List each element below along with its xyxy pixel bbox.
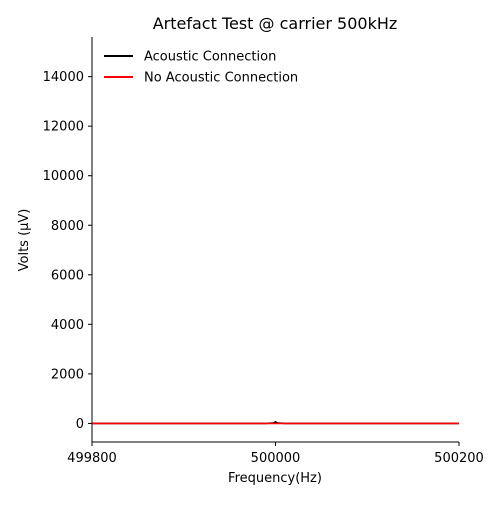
y-axis-ticks: 0 2000 4000 6000 8000 10000 12000 14000 <box>43 70 92 432</box>
legend-label-2: No Acoustic Connection <box>144 71 298 86</box>
y-tick-label: 2000 <box>51 367 84 382</box>
x-tick-label: 500200 <box>434 451 484 466</box>
x-axis-ticks: 499800 500000 500200 <box>67 442 484 466</box>
y-tick-label: 8000 <box>51 219 84 234</box>
y-tick-label: 12000 <box>43 120 84 135</box>
y-tick-label: 0 <box>76 417 84 432</box>
x-axis-label: Frequency(Hz) <box>228 471 322 486</box>
y-axis-label: Volts (µV) <box>17 209 32 272</box>
y-tick-label: 6000 <box>51 268 84 283</box>
y-tick-label: 14000 <box>43 70 84 85</box>
x-tick-label: 499800 <box>67 451 117 466</box>
chart-title: Artefact Test @ carrier 500kHz <box>153 14 398 33</box>
axes <box>92 37 459 442</box>
y-tick-label: 10000 <box>43 169 84 184</box>
y-tick-label: 4000 <box>51 318 84 333</box>
legend-label-1: Acoustic Connection <box>144 50 276 65</box>
legend: Acoustic Connection No Acoustic Connectio… <box>104 50 298 86</box>
series-layer <box>92 422 459 423</box>
x-tick-label: 500000 <box>251 451 301 466</box>
